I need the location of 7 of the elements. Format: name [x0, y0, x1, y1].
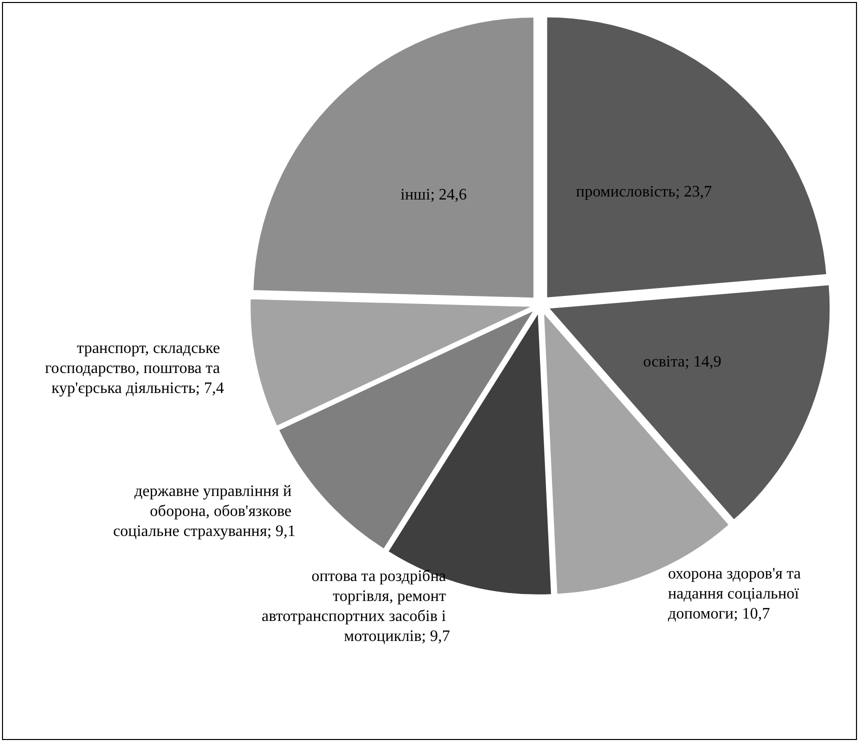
- slice-label: інші; 24,6: [400, 186, 467, 204]
- slice-label: промисловість; 23,7: [576, 184, 712, 201]
- slice-label: охорона здоров'я та надання соціальної допомоги; 10,7: [668, 566, 805, 623]
- slice-label: транспорт, складське господарство, поштова та кур'єрська діяльність; 7,4: [45, 340, 224, 397]
- slice-label: оптова та роздрібна торгівля, ремонт автотранспортних засобів і мотоциклів; 9,7: [262, 568, 450, 645]
- slice-label: освіта; 14,9: [643, 354, 722, 371]
- slice-label: державне управління й оборона, обов'язкове соціальне страхування; 9,1: [113, 482, 296, 540]
